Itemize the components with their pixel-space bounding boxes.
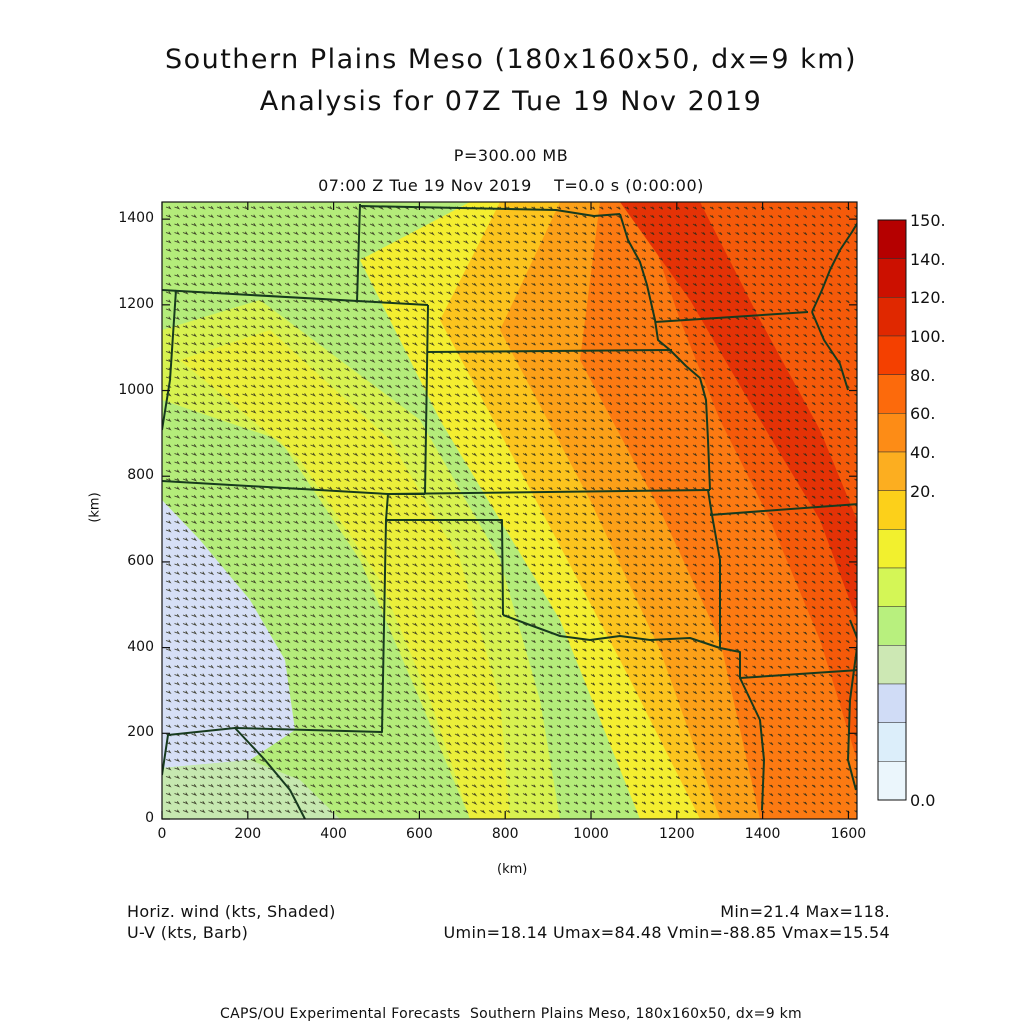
border-texas-panhandle: [386, 519, 504, 616]
y-tick-label: 1000: [118, 381, 154, 398]
colorbar-swatch: [877, 413, 907, 453]
colorbar-label: 80.: [910, 365, 936, 385]
colorbar-swatch: [877, 645, 907, 685]
legend-barb-field: U-V (kts, Barb): [127, 923, 249, 942]
colorbar-swatch: [877, 761, 907, 801]
y-tick-label: 400: [127, 638, 154, 655]
pressure-level-label: P=300.00 MB: [453, 146, 569, 165]
colorbar-label: 120.: [910, 288, 946, 308]
border-east-edge: [847, 619, 857, 791]
colorbar-label: 150.: [910, 211, 946, 230]
border-missouri-river-nebraska: [619, 213, 711, 491]
border-arkansas-north: [739, 669, 857, 679]
footer-credit: CAPS/OU Experimental Forecasts Southern …: [220, 1006, 802, 1022]
x-tick-label: 800: [491, 826, 519, 842]
colorbar-swatch: [877, 606, 907, 646]
border-colorado-east: [424, 304, 429, 495]
plot-frame: [161, 201, 858, 820]
x-tick-label: 600: [406, 826, 433, 842]
y-tick-label: 600: [127, 552, 154, 569]
chart-title-line2: Analysis for 07Z Tue 19 Nov 2019: [259, 86, 763, 117]
x-tick-label: 1000: [573, 826, 609, 842]
border-red-river: [502, 614, 721, 649]
border-wyoming-south: [162, 289, 429, 306]
colorbar-swatch: [877, 722, 907, 762]
x-tick-label: 1600: [830, 826, 867, 842]
border-arkansas-texas: [719, 647, 765, 811]
border-new-mexico-east: [234, 493, 389, 733]
legend-shaded-field: Horiz. wind (kts, Shaded): [127, 902, 336, 921]
colorbar-swatch: [877, 219, 907, 259]
border-mexico: [162, 727, 306, 819]
colorbar-label: 140.: [910, 249, 946, 269]
border-utah-colorado: [162, 289, 177, 431]
colorbar-swatch: [877, 335, 907, 375]
colorbar: [877, 219, 907, 801]
colorbar-swatch: [877, 529, 907, 569]
border-missouri-south: [709, 503, 857, 516]
border-wyoming-colorado-nebraska: [356, 203, 361, 303]
y-tick-label: 0: [145, 810, 154, 826]
state-borders: [162, 203, 857, 819]
border-nebraska-north: [359, 205, 621, 217]
colorbar-swatch: [877, 374, 907, 414]
colorbar-label: 0.0: [910, 791, 936, 810]
y-tick-label: 1200: [118, 295, 154, 312]
colorbar-swatch: [877, 683, 907, 723]
x-tick-label: 400: [320, 826, 347, 842]
colorbar-swatch: [877, 451, 907, 491]
colorbar-swatch: [877, 297, 907, 337]
colorbar-label: 20.: [910, 481, 936, 501]
y-tick-label: 800: [127, 467, 154, 484]
border-iowa-east-lower: [811, 311, 849, 391]
border-kansas-missouri: [707, 489, 713, 516]
x-tick-label: 0: [157, 826, 167, 842]
border-kansas-south: [387, 489, 711, 495]
stats-min-max: Min=21.4 Max=118.: [720, 902, 890, 921]
chart-title-line1: Southern Plains Meso (180x160x50, dx=9 k…: [164, 44, 858, 75]
wind-speed-shading: [162, 202, 857, 819]
y-tick-label: 1400: [118, 210, 154, 227]
x-tick-label: 1200: [658, 826, 695, 842]
border-oklahoma-arkansas: [711, 514, 721, 648]
x-axis-label: (km): [497, 862, 528, 877]
colorbar-swatch: [877, 258, 907, 298]
colorbar-label: 60.: [910, 404, 936, 424]
valid-time-label: 07:00 Z Tue 19 Nov 2019 T=0.0 s (0:00:00…: [318, 176, 704, 195]
colorbar-swatch: [877, 490, 907, 530]
colorbar-label: 100.: [910, 327, 946, 346]
x-tick-label: 200: [234, 826, 262, 842]
y-axis-label: (km): [87, 492, 103, 523]
stats-uv-range: Umin=18.14 Umax=84.48 Vmin=-88.85 Vmax=1…: [443, 923, 890, 942]
x-tick-label: 1400: [744, 826, 781, 842]
y-tick-label: 200: [127, 724, 154, 741]
border-mississippi-river: [811, 221, 857, 313]
border-nebraska-kansas: [427, 349, 673, 353]
axis-ticks: [161, 202, 857, 820]
border-iowa-south: [654, 311, 809, 323]
colorbar-label: 40.: [910, 443, 936, 462]
colorbar-swatch: [877, 567, 907, 607]
